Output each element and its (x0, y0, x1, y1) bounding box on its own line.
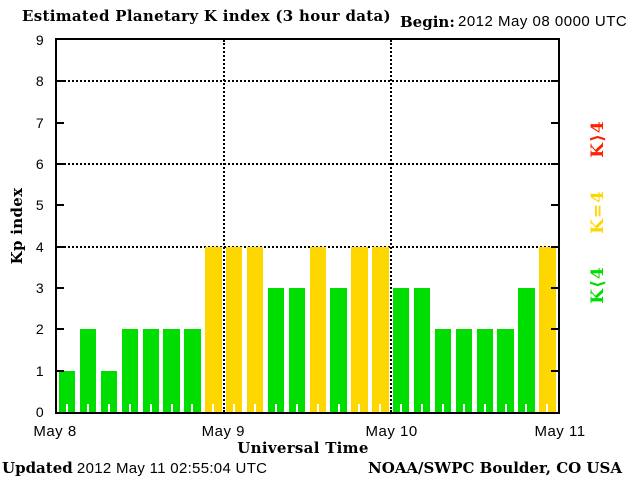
kp-bar (226, 246, 243, 412)
legend-item: K⟨4 (588, 266, 608, 304)
bar-axis-notch (128, 404, 131, 412)
y-tick-right (551, 245, 558, 248)
bar-axis-notch (316, 404, 319, 412)
x-date-label: May 8 (33, 423, 77, 440)
gridline-y8 (57, 80, 558, 83)
y-tick-label: 7 (35, 114, 44, 131)
y-tick-left (57, 121, 64, 124)
kp-bar (246, 246, 264, 412)
y-tick-left (57, 287, 64, 289)
bar-axis-notch (400, 404, 403, 412)
bar-axis-notch (254, 404, 257, 412)
kp-bar (59, 370, 76, 412)
gridline-y4 (57, 245, 558, 248)
y-tick-right (551, 121, 558, 124)
y-tick-label: 3 (35, 280, 44, 296)
legend-item: K⟩4 (588, 120, 608, 158)
y-tick-left (57, 80, 64, 83)
bar-axis-notch (233, 404, 236, 412)
day-boundary-line (390, 40, 392, 412)
kp-bar (351, 246, 368, 412)
updated-label: Updated (2, 459, 73, 477)
x-date-label: May 11 (534, 423, 586, 440)
kp-bar (497, 329, 514, 412)
y-tick-label: 4 (35, 238, 44, 255)
bar-axis-notch (212, 404, 215, 412)
bar-axis-notch (274, 404, 277, 412)
kp-bar (142, 329, 159, 412)
updated-value: 2012 May 11 02:55:04 UTC (76, 460, 268, 477)
y-tick-label: 8 (35, 73, 44, 90)
legend-item: K=4 (588, 190, 608, 234)
chart-title: Estimated Planetary K index (3 hour data… (22, 7, 391, 25)
y-tick-label: 2 (35, 321, 44, 338)
kp-bar (330, 288, 347, 412)
y-tick-right (551, 80, 558, 83)
plot-inner (57, 40, 558, 412)
bar-axis-notch (337, 404, 340, 412)
x-date-label: May 10 (365, 423, 418, 440)
y-tick-right (551, 369, 558, 372)
kp-bar (393, 288, 410, 412)
bar-axis-notch (421, 404, 424, 412)
kp-bar (372, 246, 389, 412)
kp-bar (288, 288, 305, 412)
bar-axis-notch (379, 404, 382, 412)
begin-label: Begin: (400, 13, 455, 31)
y-tick-left (57, 163, 64, 165)
y-tick-label: 0 (35, 404, 44, 420)
bar-axis-notch (295, 404, 298, 412)
kp-bar (434, 329, 452, 412)
gridline-y6 (57, 163, 558, 165)
plot-area (55, 38, 560, 414)
bar-axis-notch (191, 404, 194, 412)
bar-axis-notch (483, 404, 486, 412)
bar-axis-notch (525, 404, 528, 412)
kp-bar (100, 370, 118, 412)
y-tick-right (551, 287, 558, 289)
source-credit: NOAA/SWPC Boulder, CO USA (367, 459, 622, 477)
kp-bar (518, 288, 535, 412)
begin-value: 2012 May 08 0000 UTC (458, 13, 628, 30)
kp-bar (309, 246, 326, 412)
kp-bar (267, 288, 285, 412)
bar-axis-notch (170, 404, 173, 412)
y-tick-right (551, 204, 558, 207)
kp-bar (79, 329, 97, 412)
y-tick-label: 5 (35, 197, 44, 214)
bar-axis-notch (462, 404, 465, 412)
y-tick-left (57, 245, 64, 248)
bar-axis-notch (358, 404, 361, 412)
x-axis-label: Universal Time (237, 439, 369, 457)
kp-bar (205, 246, 222, 412)
x-date-label: May 9 (201, 423, 246, 440)
bar-axis-notch (441, 404, 444, 412)
day-boundary-line (223, 40, 225, 412)
kp-bar (163, 329, 180, 412)
kp-bar (184, 329, 201, 412)
y-tick-label: 1 (35, 362, 44, 379)
y-tick-label: 6 (35, 156, 44, 172)
kp-bar (121, 329, 138, 412)
kp-bar (413, 288, 431, 412)
kp-bar (455, 329, 472, 412)
y-tick-label: 9 (35, 32, 44, 48)
updated-text: Updated 2012 May 11 02:55:04 UTC (2, 459, 267, 477)
kp-bar (476, 329, 493, 412)
y-tick-right (551, 163, 558, 165)
bar-axis-notch (66, 404, 69, 412)
bar-axis-notch (149, 404, 152, 412)
bar-axis-notch (546, 404, 549, 412)
bar-axis-notch (87, 404, 90, 412)
y-tick-right (551, 328, 558, 331)
bar-axis-notch (107, 404, 110, 412)
bar-axis-notch (504, 404, 507, 412)
y-tick-left (57, 369, 64, 372)
y-tick-left (57, 328, 64, 331)
y-tick-left (57, 204, 64, 207)
